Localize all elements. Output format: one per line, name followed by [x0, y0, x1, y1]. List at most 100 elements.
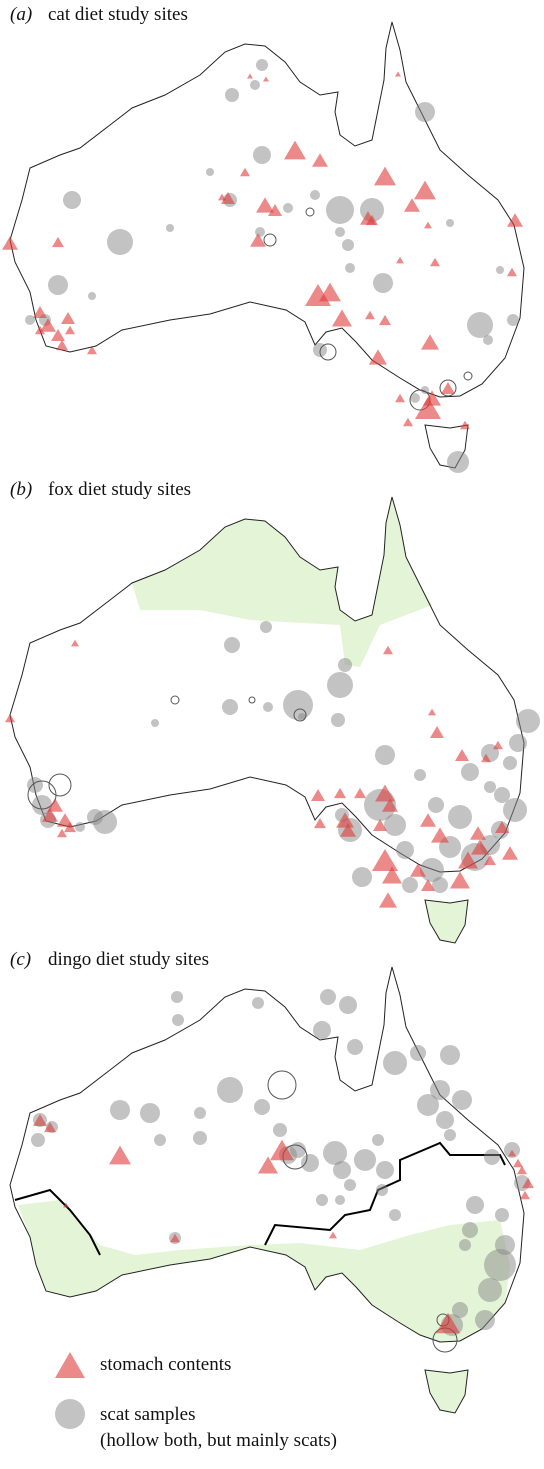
- stomach-site: [334, 787, 346, 799]
- scat-site: [310, 190, 320, 200]
- stomach-site: [395, 71, 401, 77]
- scat-site: [87, 809, 103, 825]
- scat-site: [154, 1134, 166, 1146]
- scat-site: [151, 719, 159, 727]
- tasmania-fill: [425, 1370, 468, 1413]
- stomach-site: [458, 851, 478, 869]
- stomach-site: [382, 798, 398, 812]
- scat-site: [462, 1222, 478, 1238]
- stomach-site: [421, 334, 439, 350]
- scat-site: [63, 191, 81, 209]
- stomach-site: [420, 813, 436, 827]
- stomach-site: [65, 325, 75, 335]
- stomach-site: [484, 854, 496, 866]
- scat-site: [283, 690, 313, 720]
- stomach-site: [256, 197, 274, 213]
- stomach-site: [502, 846, 518, 860]
- panel-label: (b): [10, 479, 32, 500]
- scat-site: [140, 1103, 160, 1123]
- stomach-site: [56, 339, 68, 351]
- stomach-site: [522, 1177, 534, 1189]
- stomach-site: [374, 166, 396, 186]
- scat-site: [372, 1134, 384, 1146]
- scat-site: [417, 1094, 439, 1116]
- scat-site: [338, 658, 352, 672]
- stomach-site: [379, 892, 397, 908]
- scat-site: [376, 1161, 394, 1179]
- stomach-site: [247, 73, 253, 79]
- scat-site: [333, 1161, 351, 1179]
- scat-site: [327, 672, 353, 698]
- legend-triangle: [55, 1352, 85, 1378]
- stomach-site: [61, 312, 75, 324]
- scat-site: [32, 795, 52, 815]
- scat-site: [467, 312, 493, 338]
- stomach-site: [375, 784, 395, 802]
- fox-range: [18, 1200, 510, 1342]
- stomach-site: [284, 140, 306, 160]
- stomach-site: [40, 318, 56, 332]
- scat-site: [459, 1239, 471, 1251]
- scat-site: [273, 1123, 287, 1137]
- scat-site: [320, 989, 336, 1005]
- scat-site: [313, 1021, 331, 1039]
- scat-site: [171, 991, 183, 1003]
- scat-site: [88, 292, 96, 300]
- mixed-site: [248, 696, 256, 704]
- stomach-site: [431, 827, 449, 843]
- scat-site: [347, 1039, 363, 1055]
- panel-title: dingo diet study sites: [48, 949, 209, 970]
- scat-site: [475, 1310, 495, 1330]
- stomach-site: [2, 236, 18, 250]
- stomach-site: [250, 233, 266, 247]
- scat-site: [389, 1209, 401, 1221]
- stomach-site: [258, 1156, 278, 1174]
- stomach-site: [240, 167, 250, 177]
- scat-site: [410, 393, 420, 403]
- stomach-site: [319, 282, 341, 302]
- panel-title: cat diet study sites: [48, 4, 188, 25]
- stomach-site: [436, 1312, 460, 1334]
- stomach-site: [513, 1158, 523, 1168]
- scat-site: [255, 227, 265, 237]
- stomach-site: [57, 828, 67, 838]
- stomach-site: [5, 713, 15, 723]
- scat-site: [452, 1302, 468, 1318]
- scat-site: [384, 814, 406, 836]
- stomach-site: [369, 349, 387, 365]
- scat-site: [432, 877, 448, 893]
- stomach-site: [481, 753, 491, 763]
- stomach-site: [354, 787, 366, 799]
- scat-site: [466, 1196, 484, 1214]
- scat-site: [75, 822, 85, 832]
- scat-site: [224, 637, 240, 653]
- scat-site: [402, 877, 418, 893]
- scat-site: [298, 713, 306, 721]
- stomach-site: [517, 1165, 527, 1175]
- stomach-site: [379, 314, 391, 326]
- scat-site: [420, 858, 444, 882]
- scat-site: [461, 763, 479, 781]
- legend-label: scat samples: [100, 1404, 196, 1425]
- stomach-site: [33, 306, 47, 318]
- legend-note: (hollow both, but mainly scats): [100, 1430, 337, 1451]
- mixed-site: [263, 233, 277, 247]
- stomach-site: [329, 1231, 337, 1239]
- scat-site: [483, 335, 493, 345]
- scat-site: [27, 777, 43, 793]
- scat-site: [335, 1195, 345, 1205]
- scat-site: [428, 797, 444, 813]
- scat-site: [252, 997, 264, 1009]
- stomach-site: [57, 813, 73, 827]
- stomach-site: [423, 390, 441, 406]
- stomach-site: [421, 879, 435, 891]
- scat-site: [503, 756, 517, 770]
- mixed-site: [305, 207, 315, 217]
- stomach-site: [507, 213, 523, 227]
- scat-site: [344, 1179, 356, 1191]
- stomach-site: [507, 267, 517, 277]
- stomach-site: [52, 236, 64, 248]
- panel-label: (c): [10, 949, 31, 970]
- stomach-site: [410, 863, 426, 877]
